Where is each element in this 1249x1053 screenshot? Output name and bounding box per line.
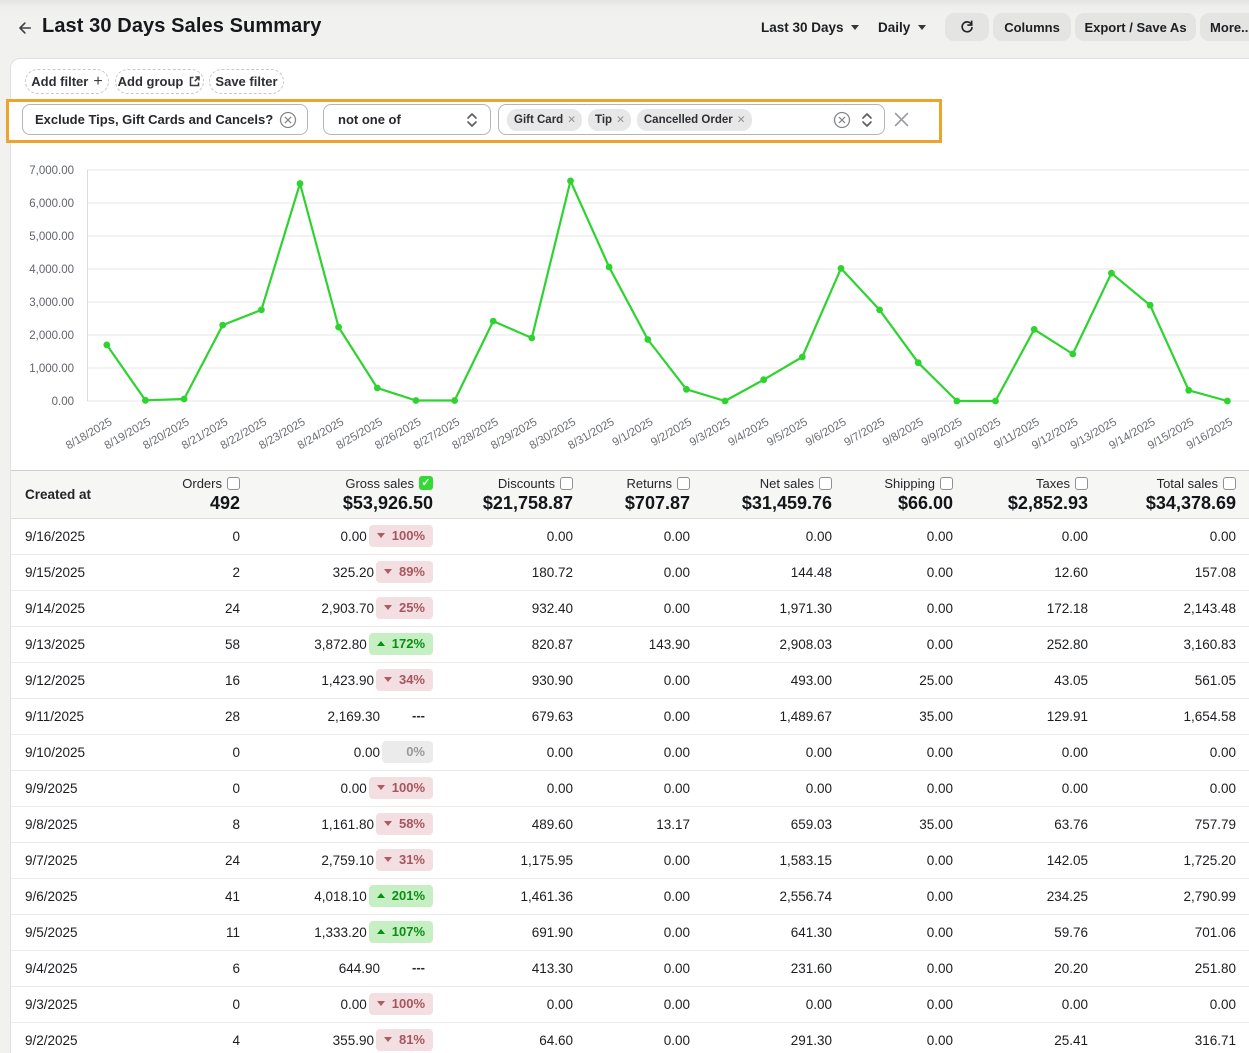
svg-text:9/2/2025: 9/2/2025 — [649, 416, 694, 449]
svg-text:9/1/2025: 9/1/2025 — [611, 416, 656, 449]
svg-text:9/5/2025: 9/5/2025 — [765, 416, 810, 449]
svg-text:0.00: 0.00 — [52, 396, 74, 408]
svg-text:9/7/2025: 9/7/2025 — [842, 416, 887, 449]
svg-text:9/3/2025: 9/3/2025 — [688, 416, 733, 449]
svg-text:1,000.00: 1,000.00 — [29, 363, 74, 375]
svg-text:5,000.00: 5,000.00 — [29, 231, 74, 243]
svg-text:3,000.00: 3,000.00 — [29, 297, 74, 309]
svg-text:7,000.00: 7,000.00 — [29, 165, 74, 177]
svg-text:9/8/2025: 9/8/2025 — [881, 416, 926, 449]
svg-text:9/6/2025: 9/6/2025 — [804, 416, 849, 449]
svg-text:2,000.00: 2,000.00 — [29, 330, 74, 342]
svg-text:9/4/2025: 9/4/2025 — [726, 416, 771, 449]
svg-text:6,000.00: 6,000.00 — [29, 198, 74, 210]
svg-text:4,000.00: 4,000.00 — [29, 264, 74, 276]
